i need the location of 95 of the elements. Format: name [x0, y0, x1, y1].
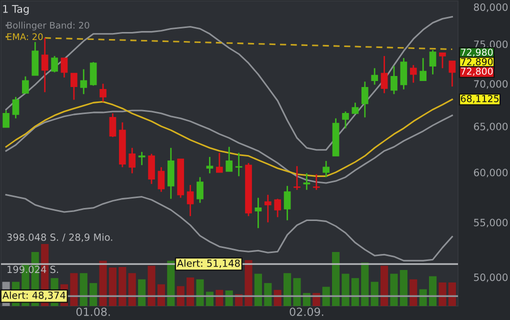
ref-line-label: Alert: 51,148: [177, 259, 240, 268]
candlestick: [322, 160, 330, 178]
bar: [148, 266, 156, 306]
chart-title: 1 Tag: [3, 5, 29, 15]
candlestick: [380, 55, 388, 94]
bar: [370, 282, 378, 306]
candlestick: [90, 61, 97, 86]
y-tick-label: 65,000: [474, 122, 508, 132]
candlestick: [196, 176, 204, 204]
x-tick-label: 01.08.: [76, 308, 110, 316]
bar: [138, 279, 146, 306]
candlestick: [128, 147, 136, 174]
line-series: [5, 98, 453, 177]
bar: [438, 282, 446, 306]
text: 68,1125: [460, 95, 499, 104]
candlestick: [226, 146, 233, 172]
candlestick: [448, 60, 456, 88]
candlestick: [294, 165, 300, 191]
line-series: [5, 16, 453, 151]
legend-label: EMA: 20: [7, 33, 43, 40]
text: 72,980: [461, 48, 493, 57]
candlestick: [420, 57, 427, 82]
bar: [70, 273, 78, 306]
candlestick: [22, 76, 29, 94]
y-tick-label: 60,000: [474, 168, 508, 178]
candlestick: [186, 184, 194, 217]
bar: [254, 274, 262, 306]
bar: [284, 273, 292, 306]
candlestick: [138, 151, 146, 166]
bar: [176, 286, 184, 306]
bar: [225, 290, 233, 306]
bar: [108, 268, 117, 306]
y-tick-label: 50,000: [474, 274, 508, 282]
candlestick: [235, 152, 242, 177]
candlestick: [284, 185, 291, 221]
candlestick: [2, 110, 10, 128]
candlestick: [100, 83, 106, 102]
candlestick: [206, 156, 214, 174]
bar: [448, 282, 456, 306]
candlestick: [371, 68, 378, 86]
candlestick: [254, 197, 262, 229]
bar: [99, 260, 107, 306]
bar: [410, 279, 418, 306]
candlestick: [158, 166, 165, 193]
y-tick-label: 80,000: [474, 3, 508, 12]
x-tick-label: 02.09.: [290, 308, 324, 316]
y-tick-label: 55,000: [474, 218, 508, 228]
bar: [400, 270, 408, 306]
bar: [244, 260, 252, 306]
candlestick: [312, 174, 320, 191]
text: 72,800: [461, 68, 493, 76]
candlestick: [264, 194, 272, 224]
candlestick: [51, 55, 58, 73]
bar: [167, 260, 175, 306]
candlestick: [109, 112, 116, 138]
legend-label: Bollinger Band: 20: [7, 22, 90, 30]
text: 72,890: [461, 58, 493, 66]
bar: [118, 266, 126, 306]
bar: [342, 274, 350, 306]
candlestick: [70, 72, 78, 101]
y-tick-label: 70,000: [474, 80, 508, 89]
candlestick: [274, 198, 282, 218]
bar: [128, 273, 136, 306]
candlestick: [342, 110, 349, 129]
candlestick: [439, 52, 446, 69]
candlestick: [12, 96, 20, 120]
bar: [90, 283, 98, 306]
annotation: 398.048 S. / 28,9 Mio.: [7, 233, 112, 242]
bar: [186, 277, 194, 306]
candlestick: [41, 37, 48, 93]
bar: [157, 284, 166, 306]
candlestick: [303, 172, 310, 191]
ref-line-label: Alert: 48,374: [2, 291, 66, 300]
bar: [380, 266, 388, 306]
candlestick: [216, 152, 223, 174]
candlestick: [361, 80, 368, 118]
candlestick: [390, 65, 398, 95]
bar: [429, 276, 437, 306]
bar: [390, 274, 398, 306]
bar: [80, 273, 88, 306]
line-series: [5, 110, 453, 184]
candlestick: [429, 49, 436, 76]
bar: [332, 252, 340, 306]
candlestick: [352, 102, 359, 114]
candlestick: [60, 57, 68, 78]
bar: [361, 262, 369, 306]
bar: [264, 283, 272, 306]
candlestick: [410, 64, 417, 84]
candlestick: [80, 68, 88, 95]
bar: [196, 279, 204, 306]
candlestick: [148, 153, 155, 185]
bar: [322, 286, 330, 306]
candlestick: [400, 57, 408, 90]
bar: [351, 278, 359, 306]
bar: [293, 278, 301, 306]
